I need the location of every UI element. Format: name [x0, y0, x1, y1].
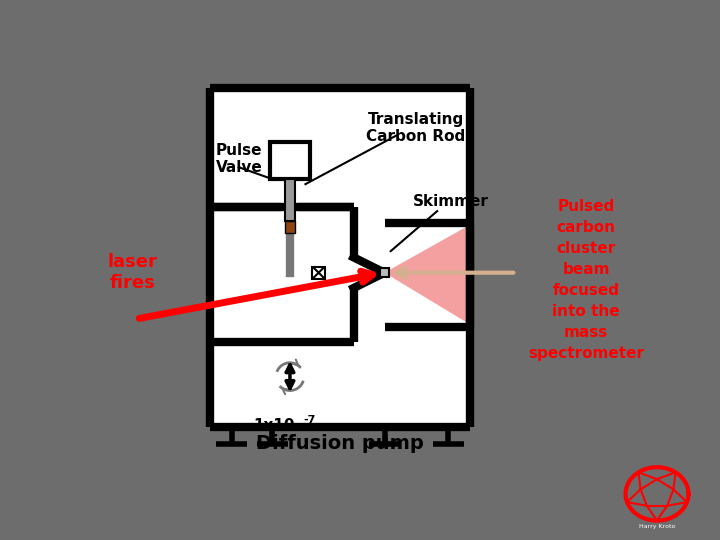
- Bar: [312, 267, 325, 279]
- Text: Translating
Carbon Rod: Translating Carbon Rod: [366, 112, 465, 144]
- Bar: [284, 221, 295, 233]
- Text: 1x10: 1x10: [253, 417, 294, 433]
- Text: Pulsed
carbon
cluster
beam
focused
into the
mass
spectrometer: Pulsed carbon cluster beam focused into …: [528, 199, 644, 361]
- Bar: [210, 88, 469, 427]
- Polygon shape: [384, 225, 469, 325]
- Text: Pulse
Valve: Pulse Valve: [215, 143, 262, 175]
- Text: Diffusion pump: Diffusion pump: [256, 434, 423, 453]
- Bar: [270, 142, 310, 179]
- Bar: [380, 268, 389, 278]
- Text: laser
fires: laser fires: [108, 253, 158, 292]
- Bar: [284, 179, 295, 221]
- Text: Harry Kroto: Harry Kroto: [639, 524, 675, 529]
- Text: Skimmer: Skimmer: [413, 194, 488, 210]
- Text: -7: -7: [303, 415, 315, 425]
